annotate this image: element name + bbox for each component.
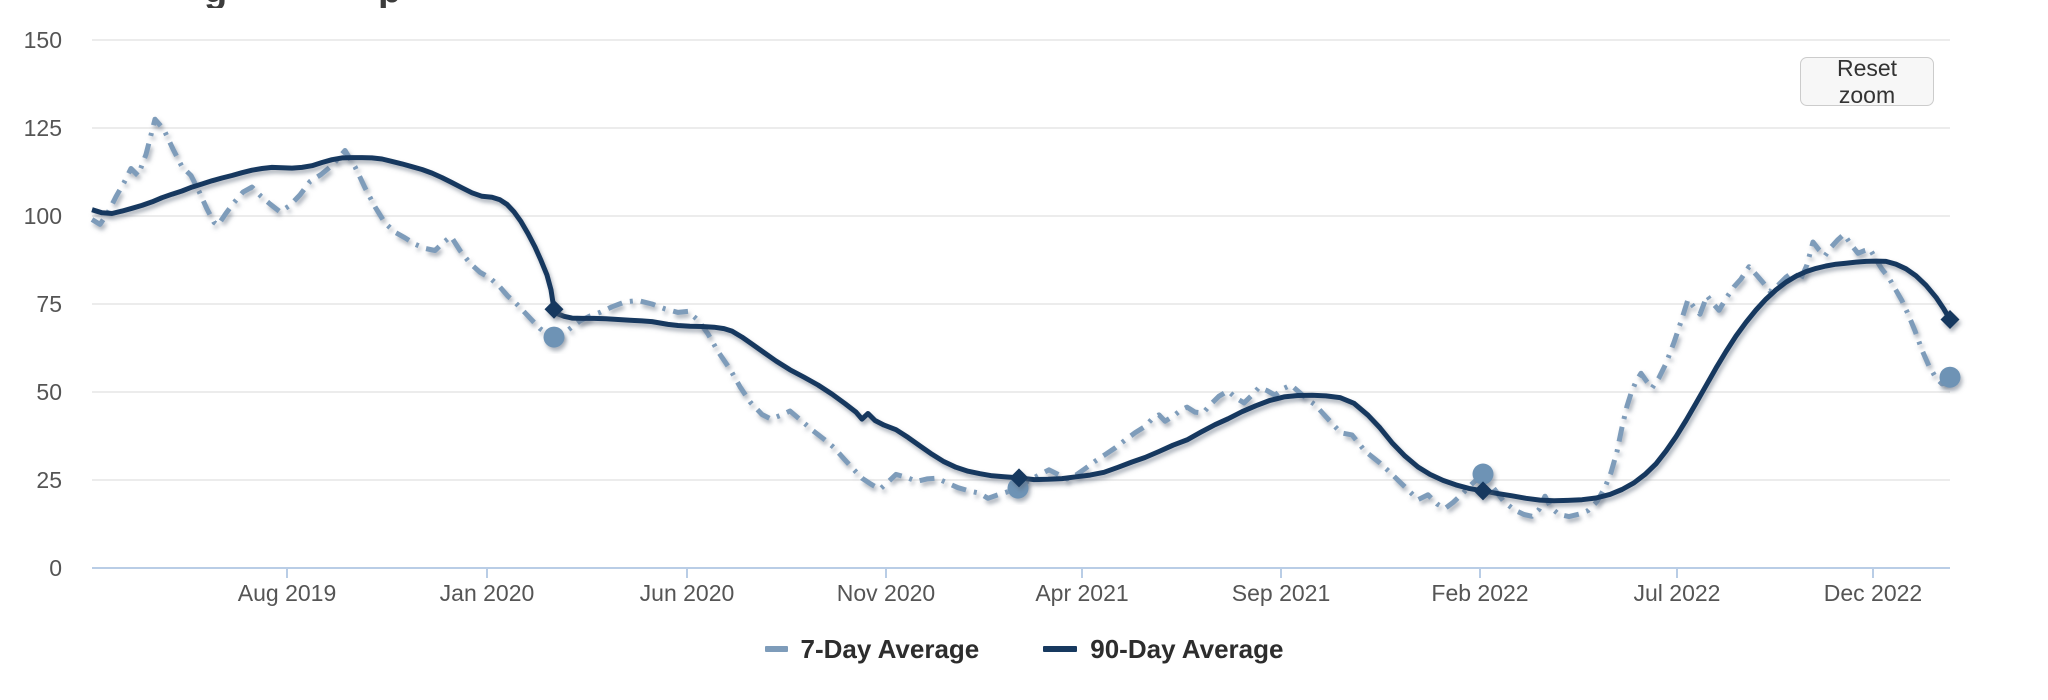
clipped-chart-title: gp bbox=[0, 0, 2048, 8]
data-point-marker-diamond-90-day bbox=[1940, 309, 1960, 329]
data-point-marker-diamond-90-day bbox=[544, 299, 564, 319]
legend-label-90-day-average: 90-Day Average bbox=[1090, 633, 1284, 664]
clipped-title-glyph-fragment: p bbox=[378, 0, 401, 8]
x-axis-tick-label: Nov 2020 bbox=[837, 580, 935, 606]
y-axis-tick-label: 100 bbox=[24, 203, 62, 229]
reset-zoom-button[interactable]: Reset zoom bbox=[1800, 55, 1934, 108]
clipped-title-glyph-fragment: g bbox=[204, 0, 227, 8]
x-axis-tick-label: Jul 2022 bbox=[1634, 580, 1721, 606]
90-day-average-line-swatch-icon bbox=[1043, 646, 1078, 652]
7-day-average-dash-swatch-icon bbox=[764, 646, 788, 652]
y-axis-tick-label: 125 bbox=[24, 115, 62, 141]
legend-label-7-day-average: 7-Day Average bbox=[800, 633, 980, 664]
y-axis-tick-label: 25 bbox=[36, 467, 62, 493]
y-axis-tick-label: 75 bbox=[36, 291, 62, 317]
y-axis-tick-label: 0 bbox=[49, 555, 62, 581]
data-point-marker-circle-7-day bbox=[1472, 463, 1494, 485]
x-axis-tick-label: Jun 2020 bbox=[640, 580, 735, 606]
y-axis-tick-label: 150 bbox=[24, 27, 62, 53]
series-line-90-day-average bbox=[91, 155, 1953, 504]
data-point-marker-diamond-90-day bbox=[1473, 481, 1493, 501]
legend-item-90-day-average[interactable]: 90-Day Average bbox=[1043, 634, 1283, 665]
y-axis-tick-label: 50 bbox=[36, 379, 62, 405]
x-axis-tick-label: Feb 2022 bbox=[1431, 580, 1528, 606]
data-point-marker-circle-7-day bbox=[1939, 366, 1961, 388]
x-axis-tick-label: Jan 2020 bbox=[440, 580, 535, 606]
series-line-7-day-average bbox=[90, 116, 1953, 520]
x-axis-tick-label: Apr 2021 bbox=[1035, 580, 1128, 606]
x-axis-tick-label: Sep 2021 bbox=[1232, 580, 1330, 606]
x-axis-tick-label: Aug 2019 bbox=[238, 580, 336, 606]
legend-item-7-day-average[interactable]: 7-Day Average bbox=[764, 633, 980, 665]
data-point-marker-circle-7-day bbox=[543, 326, 565, 348]
data-point-marker-diamond-90-day bbox=[1009, 468, 1029, 488]
x-axis-tick-label: Dec 2022 bbox=[1824, 580, 1922, 606]
chart-legend: 7-Day Average 90-Day Average bbox=[0, 626, 2048, 672]
